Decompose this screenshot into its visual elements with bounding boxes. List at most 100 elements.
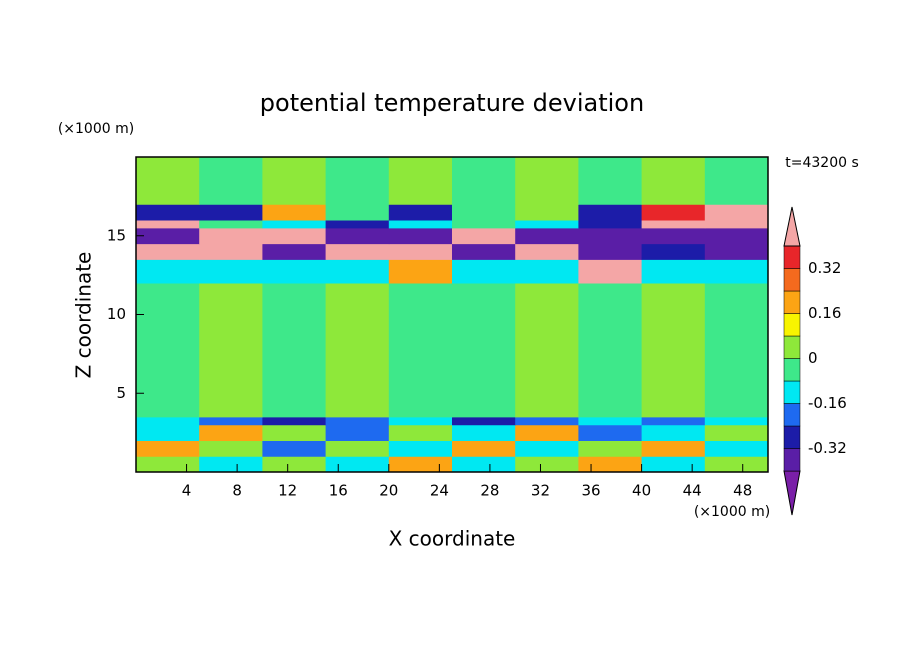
field-cell	[388, 243, 453, 260]
field-cell	[136, 440, 200, 457]
field-cell	[325, 204, 390, 221]
field-cell	[641, 416, 706, 426]
field-cell	[325, 456, 390, 473]
field-cell	[262, 416, 327, 426]
field-cell	[452, 243, 516, 260]
field-cell	[199, 204, 263, 221]
field-cell	[199, 157, 263, 205]
x-tick-label: 12	[278, 482, 297, 500]
field-cell	[515, 259, 579, 284]
field-cell	[704, 243, 769, 260]
field-cell	[704, 416, 769, 426]
colorbar-tick-label: -0.16	[808, 394, 847, 412]
field-cell	[578, 157, 643, 205]
x-tick-label: 20	[379, 482, 398, 500]
x-tick-label: 40	[632, 482, 651, 500]
field-cell	[515, 243, 579, 260]
field-cell	[325, 220, 390, 229]
chart-title: potential temperature deviation	[260, 89, 644, 117]
field-cell	[452, 157, 516, 205]
field-cell	[641, 227, 706, 245]
field-cell	[578, 440, 643, 457]
field-cell	[515, 220, 579, 229]
field-cell	[136, 416, 200, 426]
field-cell	[704, 157, 769, 205]
field-cell	[388, 416, 453, 426]
field-cell	[136, 220, 200, 229]
colorbar-segment	[783, 335, 801, 359]
field-cell	[452, 424, 516, 441]
field-cell	[515, 204, 579, 221]
x-tick-label: 32	[531, 482, 550, 500]
field-cell	[136, 456, 200, 473]
field-cell	[325, 424, 390, 441]
x-tick-label: 16	[329, 482, 348, 500]
field-cell	[262, 259, 327, 284]
colorbar-segment	[783, 290, 801, 314]
field-cell	[452, 440, 516, 457]
field-cell	[515, 416, 579, 426]
field-cell	[262, 424, 327, 441]
field-cell	[578, 416, 643, 426]
field-cell	[136, 204, 200, 221]
colorbar-under	[783, 470, 801, 516]
field-cell	[262, 157, 327, 205]
field-cell	[515, 424, 579, 441]
field-cell	[515, 157, 579, 205]
field-cell	[578, 283, 643, 418]
colorbar-segment	[783, 313, 801, 337]
field-cell	[452, 283, 516, 418]
field-cell	[136, 259, 200, 284]
field-cell	[388, 227, 453, 245]
field-cell	[388, 440, 453, 457]
field-cell	[704, 204, 769, 221]
field-cell	[262, 283, 327, 418]
y-tick-label: 10	[107, 305, 126, 323]
x-tick-label: 4	[182, 482, 192, 500]
x-tick-label: 8	[232, 482, 242, 500]
field-cell	[641, 243, 706, 260]
field-cell	[641, 424, 706, 441]
field-cell	[641, 259, 706, 284]
field-cell	[641, 440, 706, 457]
field-cell	[452, 204, 516, 221]
field-cell	[641, 220, 706, 229]
field-cell	[136, 243, 200, 260]
field-cell	[704, 220, 769, 229]
field-cell	[136, 283, 200, 418]
field-cell	[136, 424, 200, 441]
field-cell	[578, 204, 643, 221]
field-cell	[325, 243, 390, 260]
field-cell	[704, 424, 769, 441]
field-cell	[199, 416, 263, 426]
x-unit: (×1000 m)	[694, 504, 770, 520]
x-tick-label: 48	[733, 482, 752, 500]
field-cell	[704, 227, 769, 245]
y-tick-label: 5	[116, 384, 126, 402]
field-cell	[325, 259, 390, 284]
field-cell	[515, 227, 579, 245]
field-cell	[641, 204, 706, 221]
field-cell	[578, 227, 643, 245]
field-cell	[325, 416, 390, 426]
field-cell	[388, 259, 453, 284]
field-cell	[262, 227, 327, 245]
field-cell	[515, 456, 579, 473]
colorbar-tick-label: 0.32	[808, 259, 841, 277]
field-cell	[515, 283, 579, 418]
field-cell	[641, 283, 706, 418]
field-cell	[452, 259, 516, 284]
field-cell	[388, 157, 453, 205]
colorbar-segment	[783, 380, 801, 404]
colorbar-tick-label: 0	[808, 349, 818, 367]
field-cell	[452, 220, 516, 229]
colorbar-tick-label: 0.16	[808, 304, 841, 322]
field-cell	[641, 456, 706, 473]
field-cell	[388, 204, 453, 221]
field-cell	[578, 424, 643, 441]
colorbar-segment	[783, 268, 801, 292]
field-cell	[388, 456, 453, 473]
field-cell	[704, 283, 769, 418]
colorbar-tick-label: -0.32	[808, 439, 847, 457]
